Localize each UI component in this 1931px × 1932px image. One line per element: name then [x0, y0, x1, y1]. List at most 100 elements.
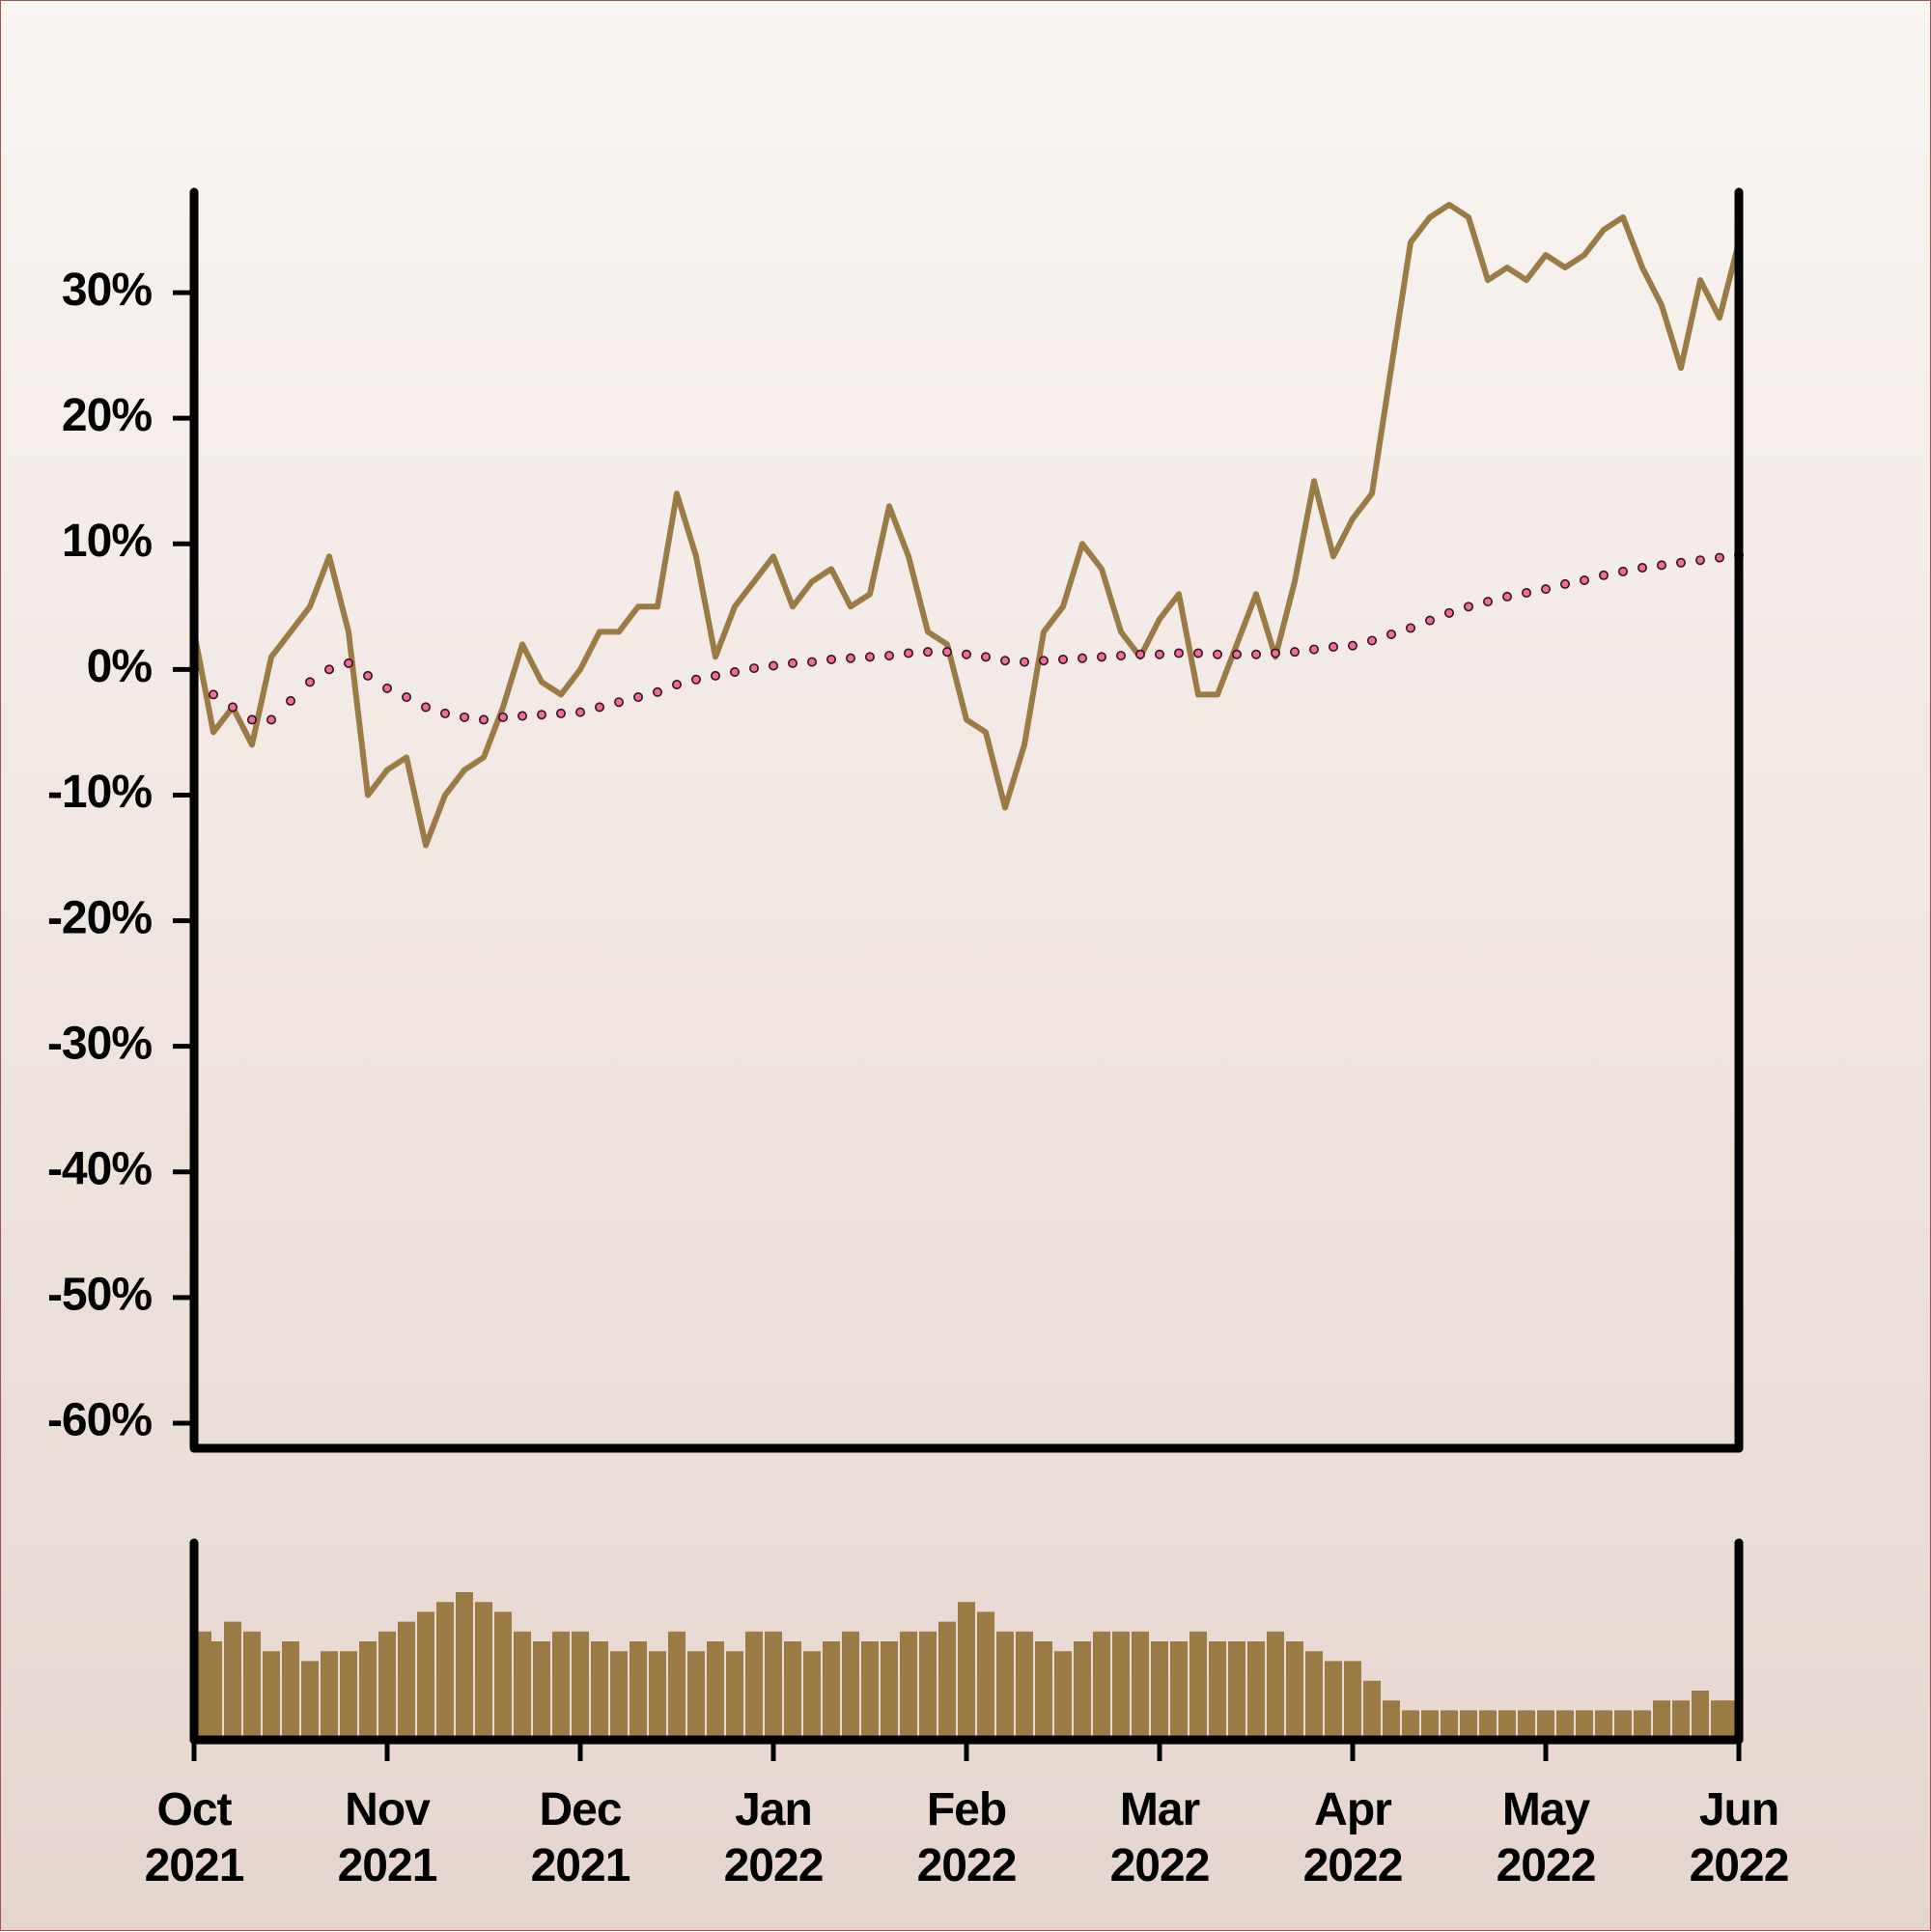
volume-bar [1537, 1710, 1554, 1740]
ma-dot [1657, 560, 1667, 571]
ma-dot [652, 686, 662, 697]
volume-bar [1093, 1631, 1110, 1740]
y-tick-label: -10% [47, 767, 152, 818]
volume-bar [1286, 1641, 1303, 1740]
volume-bar [707, 1641, 724, 1740]
volume-bar [938, 1621, 956, 1740]
volume-bar [591, 1641, 608, 1740]
ma-dot [1155, 649, 1165, 659]
ma-dot [536, 710, 546, 720]
volume-bar [745, 1631, 763, 1740]
ma-dot [555, 708, 566, 718]
ma-dot [1386, 629, 1397, 639]
volume-bar [823, 1641, 840, 1740]
volume-bar [398, 1621, 415, 1740]
ma-dot [1618, 566, 1629, 576]
ma-dot [1116, 651, 1127, 661]
volume-bar [1556, 1710, 1574, 1740]
volume-bar [1016, 1631, 1033, 1740]
volume-bar [1460, 1710, 1477, 1740]
x-tick-label: Jun 2022 [1689, 1784, 1790, 1891]
ma-dot [1097, 652, 1107, 662]
ma-dot [768, 660, 778, 671]
ma-dot [285, 695, 295, 706]
ma-dot [517, 711, 527, 721]
ma-dot [478, 714, 489, 725]
ma-dot [710, 670, 720, 681]
ma-dot [1367, 635, 1378, 646]
ma-dot [1599, 570, 1609, 580]
x-tick-label: Dec 2021 [530, 1784, 631, 1891]
ma-dot [323, 664, 334, 675]
y-tick-label: 20% [62, 390, 152, 441]
volume-bar [1479, 1710, 1497, 1740]
x-tick-label: Mar 2022 [1109, 1784, 1211, 1891]
ma-dot [247, 714, 258, 725]
ma-dot [1000, 656, 1011, 666]
x-tick-label: May 2022 [1496, 1784, 1597, 1891]
volume-bar [533, 1641, 550, 1740]
ma-dot [401, 692, 411, 703]
ma-dot [1174, 648, 1185, 658]
volume-bar [1672, 1700, 1690, 1740]
volume-bar [1074, 1641, 1091, 1740]
y-tick-label: -20% [47, 892, 152, 943]
ma-dot [1406, 623, 1416, 633]
ma-dot [1309, 644, 1320, 655]
ma-dot [903, 648, 913, 658]
volume-bar [359, 1641, 377, 1740]
volume-bar [263, 1651, 280, 1740]
y-tick-label: 0% [87, 641, 153, 692]
x-tick-label: Nov 2021 [337, 1784, 438, 1891]
volume-bar [243, 1631, 261, 1740]
volume-bar [1054, 1651, 1072, 1740]
ma-dot [1193, 648, 1204, 658]
ma-dot [266, 714, 276, 725]
ma-dot [1502, 591, 1513, 602]
y-tick-label: -40% [47, 1143, 152, 1194]
volume-bar [1151, 1641, 1168, 1740]
volume-bar [572, 1631, 589, 1740]
ma-dot [1676, 557, 1687, 568]
volume-bar [1305, 1651, 1323, 1740]
ma-dot [1020, 657, 1030, 667]
ma-dot [1348, 640, 1358, 651]
volume-bar [919, 1631, 937, 1740]
y-tick-label: 10% [62, 516, 152, 567]
ma-dot [459, 712, 469, 722]
ma-dot [1637, 562, 1648, 573]
price-line [191, 202, 1742, 849]
y-tick-label: -30% [47, 1018, 152, 1069]
ma-dot [439, 708, 450, 718]
ma-dot [1290, 647, 1301, 658]
ma-dot [1695, 555, 1706, 566]
volume-bar [1498, 1710, 1516, 1740]
volume-bar [436, 1602, 454, 1740]
ma-dot [671, 679, 682, 689]
volume-bar [1692, 1691, 1709, 1740]
volume-bar [610, 1651, 628, 1740]
volume-bar [1634, 1710, 1651, 1740]
ma-dot [1580, 575, 1590, 586]
volume-bar [881, 1641, 898, 1740]
ma-dot [1058, 654, 1069, 664]
ma-dot [1271, 648, 1281, 658]
volume-bar [803, 1651, 821, 1740]
x-tick-label: Apr 2022 [1302, 1784, 1404, 1891]
ma-dot [1425, 615, 1436, 626]
ma-dot [594, 702, 604, 713]
volume-bar [321, 1651, 338, 1740]
volume-bar [1170, 1641, 1188, 1740]
volume-bar [649, 1651, 666, 1740]
volume-bar [205, 1641, 222, 1740]
ma-dot [1039, 656, 1049, 666]
ma-dot [362, 670, 373, 681]
volume-bar [784, 1641, 801, 1740]
volume-bar [1653, 1700, 1670, 1740]
volume-bar [224, 1621, 241, 1740]
volume-bar [475, 1602, 492, 1740]
ma-dot [690, 674, 701, 685]
y-tick-label: 30% [62, 265, 152, 316]
volume-bar [1441, 1710, 1458, 1740]
